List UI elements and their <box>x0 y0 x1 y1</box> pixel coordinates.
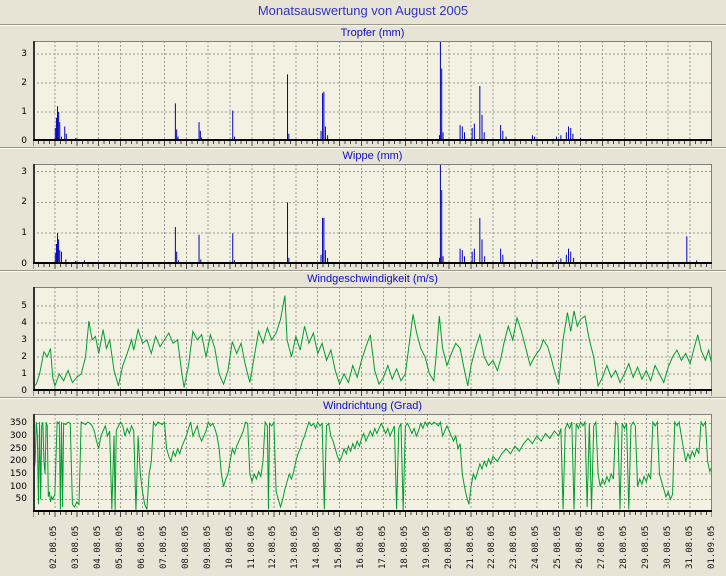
y-axis-label: 2 <box>21 351 27 362</box>
x-axis-labels: 02.08.05 03.08.05 04.08.05 05.08.05 06.08.05… <box>0 518 726 572</box>
x-axis-label: 22.08.05 <box>487 525 498 569</box>
x-axis-label: 24.08.05 <box>531 525 542 569</box>
x-axis-label: 13.08.05 <box>290 525 301 569</box>
divider <box>0 24 726 26</box>
x-axis-label: 30.08.05 <box>662 525 673 569</box>
chart-section-windrichtung: Windrichtung (Grad) 50 100 150 200 250 300 350 <box>0 399 726 518</box>
chart-title-wippe: Wippe (mm) <box>342 150 403 162</box>
y-axis-label: 300 <box>9 431 27 442</box>
chart-title-windrichtung: Windrichtung (Grad) <box>322 400 423 412</box>
chart-section-tropfer: Tropfer (mm) 0 1 2 3 <box>0 26 726 147</box>
y-axis-label: 0 <box>21 386 27 396</box>
x-axis-label: 08.08.05 <box>180 525 191 569</box>
y-axis-label: 1 <box>21 368 27 379</box>
plot-row: 0 1 2 3 <box>21 164 712 270</box>
x-axis-label: 31.08.05 <box>684 525 695 569</box>
x-axis-label: 19.08.05 <box>421 525 432 569</box>
x-axis-label: 16.08.05 <box>356 525 367 569</box>
y-axis-label: 250 <box>9 443 27 454</box>
x-axis-label: 05.08.05 <box>115 525 126 569</box>
x-axis-label: 10.08.05 <box>224 525 235 569</box>
page-title: Monatsauswertung von August 2005 <box>257 3 469 18</box>
y-axis-label: 3 <box>21 166 27 177</box>
x-axis-label: 29.08.05 <box>640 525 651 569</box>
chart-title-windgeschwindigkeit: Windgeschwindigkeit (m/s) <box>307 273 438 285</box>
y-axis-label: 50 <box>15 494 27 505</box>
plot-row: 0 1 2 3 <box>21 41 712 147</box>
x-axis-label: 26.08.05 <box>575 525 586 569</box>
x-axis-label: 14.08.05 <box>312 525 323 569</box>
y-axis-windgeschwindigkeit: 0 1 2 3 4 5 <box>0 287 30 397</box>
x-axis-label: 07.08.05 <box>158 525 169 569</box>
chart-section-windgeschwindigkeit: Windgeschwindigkeit (m/s) 0 1 2 3 4 5 <box>0 272 726 397</box>
tropfer-chart-canvas <box>33 41 712 146</box>
x-axis-label: 21.08.05 <box>465 525 476 569</box>
y-axis-label: 1 <box>21 107 27 117</box>
y-axis-label: 1 <box>21 228 27 239</box>
y-axis-tropfer: 0 1 2 3 <box>0 41 30 147</box>
x-axis-label: 17.08.05 <box>377 525 388 569</box>
y-axis-label: 200 <box>9 456 27 467</box>
y-axis-label: 100 <box>9 481 27 492</box>
y-axis-label: 0 <box>21 259 27 269</box>
y-axis-wippe: 0 1 2 3 <box>0 164 30 270</box>
y-axis-label: 5 <box>21 300 27 311</box>
divider <box>0 270 726 272</box>
y-axis-windrichtung: 50 100 150 200 250 300 350 <box>0 414 30 518</box>
chart-section-wippe: Wippe (mm) 0 1 2 3 <box>0 149 726 270</box>
wippe-chart-canvas <box>33 164 712 269</box>
x-axis-label: 12.08.05 <box>268 525 279 569</box>
x-axis-label: 06.08.05 <box>137 525 148 569</box>
windrichtung-chart-canvas <box>33 414 712 517</box>
y-axis-label: 2 <box>21 78 27 89</box>
y-axis-label: 3 <box>21 334 27 345</box>
y-axis-label: 2 <box>21 197 27 208</box>
x-axis-label: 23.08.05 <box>509 525 520 569</box>
x-axis-label: 20.08.05 <box>443 525 454 569</box>
x-axis-label: 03.08.05 <box>71 525 82 569</box>
y-axis-label: 350 <box>9 418 27 429</box>
divider <box>0 147 726 149</box>
x-axis-label: 28.08.05 <box>618 525 629 569</box>
x-axis-label: 15.08.05 <box>334 525 345 569</box>
x-axis-label: 25.08.05 <box>553 525 564 569</box>
chart-title-tropfer: Tropfer (mm) <box>340 27 405 39</box>
y-axis-label: 3 <box>21 49 27 60</box>
x-axis-label: 02.08.05 <box>49 525 60 569</box>
x-axis-label: 09.08.05 <box>202 525 213 569</box>
x-axis-label: 04.08.05 <box>93 525 104 569</box>
x-axis-label: 27.08.05 <box>596 525 607 569</box>
divider <box>0 397 726 399</box>
x-axis-label: 18.08.05 <box>399 525 410 569</box>
x-axis-label: 01.09.05 <box>706 525 717 569</box>
x-axis-label: 11.08.05 <box>246 525 257 569</box>
plot-row: 0 1 2 3 4 5 <box>21 287 712 397</box>
plot-row: 50 100 150 200 250 300 350 <box>10 414 712 518</box>
y-axis-label: 150 <box>9 469 27 479</box>
y-axis-label: 4 <box>21 317 27 328</box>
windgeschwindigkeit-chart-canvas <box>33 287 712 396</box>
y-axis-label: 0 <box>21 136 27 146</box>
